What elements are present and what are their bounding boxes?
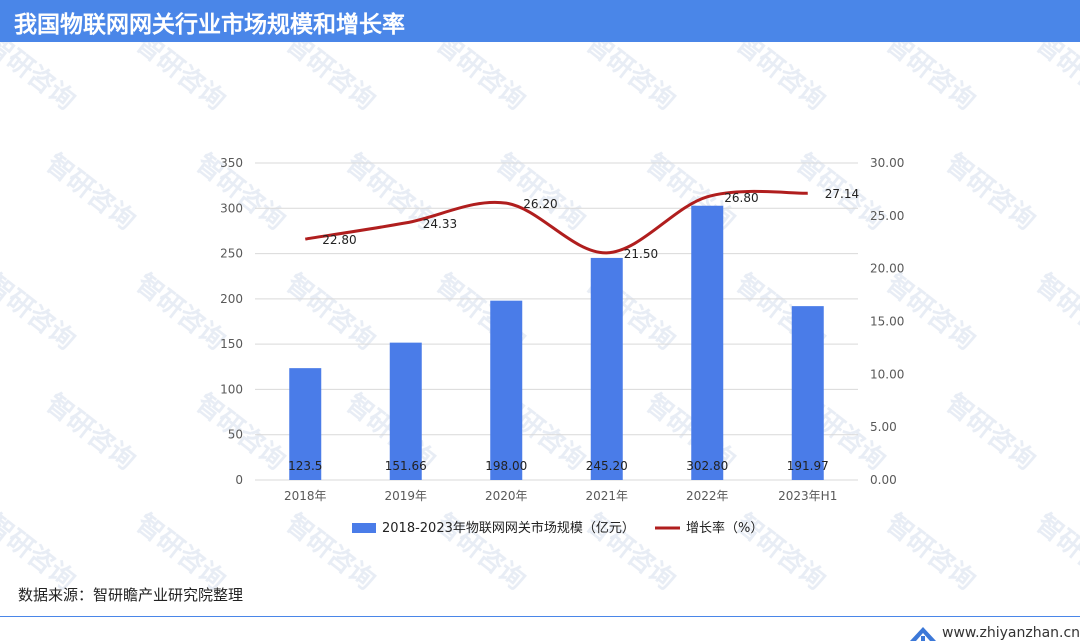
legend-bar-label: 2018-2023年物联网网关市场规模（亿元） bbox=[382, 520, 635, 536]
page-title: 我国物联网网关行业市场规模和增长率 bbox=[14, 12, 405, 38]
line-data-label: 21.50 bbox=[624, 247, 658, 261]
growth-rate-line bbox=[305, 189, 808, 255]
y-left-tick-label: 100 bbox=[220, 382, 243, 396]
y-left-tick-label: 0 bbox=[235, 473, 243, 487]
x-tick-label: 2018年 bbox=[284, 489, 327, 503]
y-right-tick-label: 0.00 bbox=[870, 473, 897, 487]
bar bbox=[389, 342, 422, 480]
title-bar: 我国物联网网关行业市场规模和增长率 bbox=[0, 0, 1080, 42]
y-left-tick-label: 200 bbox=[220, 292, 243, 306]
x-tick-label: 2023年H1 bbox=[778, 489, 837, 503]
combo-chart: 0 50 100 150 200 250 300 350 0.00 5.00 10.00 15.00 2… bbox=[220, 156, 904, 536]
y-right-tick-label: 25.00 bbox=[870, 209, 904, 223]
website-link[interactable]: www.zhiyanzhan.cn bbox=[942, 625, 1080, 641]
bar-data-label: 245.20 bbox=[586, 459, 628, 473]
bar bbox=[791, 306, 824, 480]
line-data-label: 26.80 bbox=[724, 191, 758, 205]
bar bbox=[691, 205, 724, 481]
x-tick-label: 2019年 bbox=[384, 489, 427, 503]
data-source: 数据来源：智研瞻产业研究院整理 bbox=[18, 586, 244, 604]
bar bbox=[490, 300, 523, 480]
y-right-tick-label: 10.00 bbox=[870, 367, 904, 381]
bar-data-label: 151.66 bbox=[385, 459, 427, 473]
y-right-tick-label: 20.00 bbox=[870, 262, 904, 276]
x-tick-label: 2021年 bbox=[585, 489, 628, 503]
bar-data-label: 198.00 bbox=[485, 459, 527, 473]
footer-divider bbox=[0, 616, 1080, 617]
y-right-tick-label: 15.00 bbox=[870, 315, 904, 329]
bar-data-label: 302.80 bbox=[686, 459, 728, 473]
y-left-tick-label: 350 bbox=[220, 156, 243, 170]
legend-bar-swatch bbox=[352, 523, 376, 533]
bar bbox=[590, 257, 623, 480]
line-data-label: 22.80 bbox=[322, 233, 356, 247]
bar-data-label: 191.97 bbox=[787, 459, 829, 473]
y-right-tick-label: 30.00 bbox=[870, 156, 904, 170]
line-data-label: 27.14 bbox=[825, 187, 859, 201]
x-tick-label: 2020年 bbox=[485, 489, 528, 503]
bar-data-label: 123.5 bbox=[288, 459, 322, 473]
y-right-tick-label: 5.00 bbox=[870, 420, 897, 434]
company-logo-icon bbox=[910, 627, 936, 641]
y-left-tick-label: 150 bbox=[220, 337, 243, 351]
bar bbox=[289, 368, 322, 480]
legend-line-label: 增长率（%） bbox=[686, 520, 763, 536]
x-tick-label: 2022年 bbox=[686, 489, 729, 503]
y-left-tick-label: 300 bbox=[220, 201, 243, 215]
y-left-tick-label: 250 bbox=[220, 247, 243, 261]
y-left-tick-label: 50 bbox=[228, 428, 243, 442]
line-data-label: 26.20 bbox=[523, 197, 557, 211]
line-data-label: 24.33 bbox=[423, 217, 457, 231]
